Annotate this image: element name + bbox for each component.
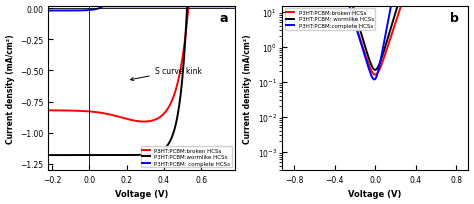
P3HT:PCBM:wormlike HCSs [136,154,142,156]
Text: S curve kink: S curve kink [130,67,201,81]
P3HT:PCBM:wormlike HCSs [46,154,51,156]
Text: a: a [220,12,228,24]
P3HT:PCBM:broken HCSs [186,6,191,8]
P3HT:PCBM: wormlike HCSs: (-0.132, 2.06): wormlike HCSs: (-0.132, 2.06) [359,35,365,38]
Line: P3HT:PCBM: complete HCSs: P3HT:PCBM: complete HCSs [48,7,235,11]
X-axis label: Voltage (V): Voltage (V) [115,190,168,198]
P3HT:PCBM: complete HCSs: (0.24, 0.015): complete HCSs: (0.24, 0.015) [131,6,137,9]
P3HT:PCBM: wormlike HCSs: (-0.0003, 0.22): wormlike HCSs: (-0.0003, 0.22) [372,69,378,72]
P3HT:PCBM:complete HCSs [359,46,365,48]
P3HT:PCBM:broken HCSs [372,74,378,76]
P3HT:PCBM: complete HCSs: (0.751, 0.015): complete HCSs: (0.751, 0.015) [227,6,232,9]
P3HT:PCBM:wormlike HCSs [227,6,232,8]
P3HT:PCBM:wormlike HCSs [192,6,198,8]
Legend: P3HT:PCBM:broken HCSs, P3HT:PCBM: wormlike HCSs, P3HT:PCBM:complete HCSs: P3HT:PCBM:broken HCSs, P3HT:PCBM: wormli… [285,9,375,30]
P3HT:PCBM: complete HCSs: (0.568, 0.015): complete HCSs: (0.568, 0.015) [192,6,198,9]
Line: P3HT:PCBM:wormlike HCSs: P3HT:PCBM:wormlike HCSs [48,7,235,155]
P3HT:PCBM:wormlike HCSs [55,154,61,156]
Legend: P3HT:PCBM:broken HCSs, P3HT:PCBM:wormlike HCSs, P3HT:PCBM: complete HCSs: P3HT:PCBM:broken HCSs, P3HT:PCBM:wormlik… [141,146,232,167]
P3HT:PCBM: complete HCSs: (-0.169, -0.019): complete HCSs: (-0.169, -0.019) [55,10,61,13]
P3HT:PCBM: complete HCSs: (-0.22, -0.019): complete HCSs: (-0.22, -0.019) [46,10,51,13]
P3HT:PCBM:broken HCSs [359,44,365,46]
P3HT:PCBM:complete HCSs [351,20,357,23]
P3HT:PCBM:broken HCSs [192,6,198,8]
P3HT:PCBM:broken HCSs [136,120,142,123]
P3HT:PCBM:wormlike HCSs [232,6,238,8]
P3HT:PCBM:broken HCSs [131,120,137,122]
P3HT:PCBM:broken HCSs [46,110,51,112]
P3HT:PCBM: complete HCSs: (0.0716, 0.015): complete HCSs: (0.0716, 0.015) [100,6,106,9]
Line: P3HT:PCBM:broken HCSs: P3HT:PCBM:broken HCSs [48,7,235,122]
Line: P3HT:PCBM: wormlike HCSs: P3HT:PCBM: wormlike HCSs [284,0,466,70]
P3HT:PCBM: complete HCSs: (0.78, 0.015): complete HCSs: (0.78, 0.015) [232,6,238,9]
Y-axis label: Current density (mA/cm²): Current density (mA/cm²) [6,34,15,143]
Text: b: b [450,12,459,24]
P3HT:PCBM: complete HCSs: (0.751, 0.015): complete HCSs: (0.751, 0.015) [227,6,232,9]
P3HT:PCBM:broken HCSs [55,110,61,112]
Y-axis label: Current density (mA/cm²): Current density (mA/cm²) [243,34,252,143]
P3HT:PCBM:wormlike HCSs [227,6,232,8]
P3HT:PCBM:broken HCSs [227,6,232,8]
P3HT:PCBM:broken HCSs [227,6,233,8]
P3HT:PCBM: wormlike HCSs: (-0.21, 11.7): wormlike HCSs: (-0.21, 11.7) [351,9,357,12]
P3HT:PCBM: complete HCSs: (0.267, 0.015): complete HCSs: (0.267, 0.015) [137,6,142,9]
P3HT:PCBM:broken HCSs [232,6,238,8]
P3HT:PCBM:broken HCSs [141,121,147,123]
P3HT:PCBM:wormlike HCSs [184,6,190,8]
Line: P3HT:PCBM:complete HCSs: P3HT:PCBM:complete HCSs [284,0,466,80]
P3HT:PCBM:complete HCSs [372,79,377,81]
P3HT:PCBM:wormlike HCSs [131,154,137,156]
Line: P3HT:PCBM:broken HCSs: P3HT:PCBM:broken HCSs [284,0,466,75]
P3HT:PCBM:broken HCSs [351,20,357,22]
X-axis label: Voltage (V): Voltage (V) [348,190,402,198]
